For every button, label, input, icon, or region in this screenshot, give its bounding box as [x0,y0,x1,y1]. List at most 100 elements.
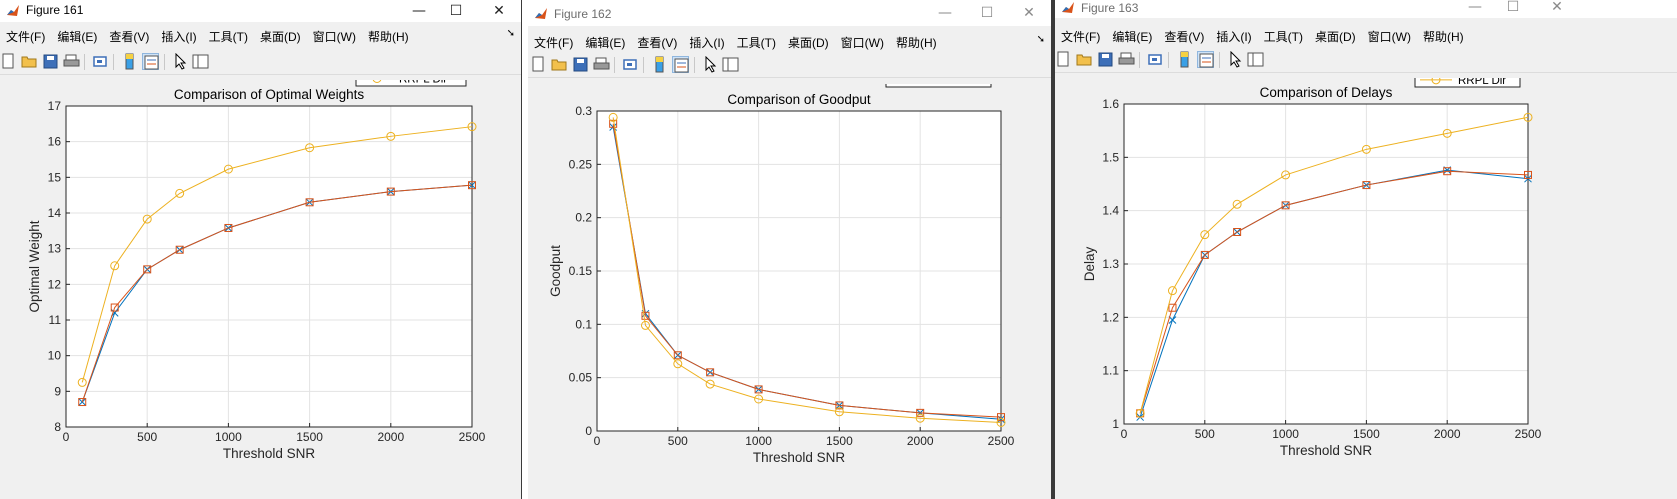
menu-view[interactable]: 查看(V) [109,30,150,44]
menu-file[interactable]: 文件(F) [534,36,574,50]
menu-tools[interactable]: 工具(T) [208,30,248,44]
link-plot-icon[interactable] [1147,51,1164,68]
select-pointer-icon[interactable] [1227,50,1244,68]
close-button[interactable]: ✕ [1023,5,1035,21]
legend-label: RRPL Dir [1458,78,1506,87]
data-point-sa-voronoi [1362,181,1371,190]
x-tick-label: 2000 [1434,427,1461,441]
menu-help[interactable]: 帮助(H) [895,36,937,50]
property-inspector-icon[interactable] [1247,51,1264,68]
title-bar[interactable]: Figure 162 — ☐ ✕ [528,0,1051,26]
menu-edit[interactable]: 编辑(E) [1112,30,1153,44]
minimize-button[interactable]: — [938,5,952,21]
x-tick-label: 1000 [1272,427,1299,441]
data-point-rrpl-dir [915,413,925,423]
menu-bar: 文件(F) 编辑(E) 查看(V) 插入(I) 工具(T) 桌面(D) 窗口(W) 帮助(H)… [0,26,521,46]
toolbar-separator [1168,52,1169,68]
close-button[interactable]: ✕ [493,3,505,19]
maximize-button[interactable]: ☐ [449,3,463,19]
menu-file[interactable]: 文件(F) [1061,30,1101,44]
print-icon[interactable] [1118,51,1135,68]
link-plot-icon[interactable] [622,56,639,73]
select-pointer-icon[interactable] [702,55,719,73]
colorbar-icon[interactable] [121,53,138,70]
new-figure-icon[interactable] [530,56,547,73]
y-tick-label: 8 [54,420,61,434]
menu-window[interactable]: 窗口(W) [312,30,356,44]
save-icon[interactable] [1097,51,1114,68]
title-bar[interactable]: Figure 161 — ☐ ✕ [0,0,521,22]
print-icon[interactable] [593,56,610,73]
legend-box [1414,78,1521,88]
data-point-sa-voronoi [224,223,233,232]
chart-delays: 0 500 1000 1500 2000 2500 1 1.1 1.2 1.3 1.4 1.5 1.6 C… [1082,78,1542,458]
toolbar-arrow-icon[interactable]: ➘ [1036,34,1045,45]
menu-insert[interactable]: 插入(I) [161,30,197,44]
y-tick-label: 1 [1112,417,1119,431]
menu-help[interactable]: 帮助(H) [367,30,409,44]
menu-desktop[interactable]: 桌面(D) [259,30,301,44]
x-tick-label: 0 [594,434,601,448]
new-figure-icon[interactable] [0,53,17,70]
data-point-rrpl-dir [77,377,87,387]
colorbar-icon[interactable] [1176,51,1193,68]
x-tick-label: 0 [63,430,70,444]
axes-box [65,105,473,428]
x-tick-label: 500 [668,434,688,448]
y-tick-label: 16 [48,135,62,149]
data-point-rrpl-dir [1523,112,1533,122]
y-tick-label: 0.05 [569,371,593,385]
menu-edit[interactable]: 编辑(E) [57,30,98,44]
window-title: Figure 162 [554,7,612,21]
menu-insert[interactable]: 插入(I) [689,36,725,50]
legend: VoronoiSA VoronoiRRPL Dir [355,80,467,87]
toolbar-separator [643,57,644,73]
print-icon[interactable] [63,53,80,70]
x-tick-label: 2500 [1515,427,1542,441]
close-button[interactable]: ✕ [1551,0,1563,15]
window-title: Figure 163 [1081,1,1139,15]
legend-icon[interactable] [142,53,159,70]
open-file-icon[interactable] [21,53,38,70]
minimize-button[interactable]: — [412,3,426,19]
colorbar-icon[interactable] [651,56,668,73]
new-figure-icon[interactable] [1055,51,1072,68]
property-inspector-icon[interactable] [722,56,739,73]
data-point-rrpl-dir [110,261,120,271]
menu-help[interactable]: 帮助(H) [1422,30,1464,44]
menu-insert[interactable]: 插入(I) [1216,30,1252,44]
save-icon[interactable] [572,56,589,73]
link-plot-icon[interactable] [92,53,109,70]
legend-icon[interactable] [1197,51,1214,68]
open-file-icon[interactable] [1076,51,1093,68]
legend: VoronoiSA VoronoiRRPL Dir [1414,78,1521,88]
y-tick-label: 0.3 [575,104,592,118]
menu-file[interactable]: 文件(F) [6,30,46,44]
data-point-voronoi [468,181,476,190]
toolbar-arrow-icon[interactable]: ➘ [506,28,515,39]
maximize-button[interactable]: ☐ [1506,0,1520,15]
menu-window[interactable]: 窗口(W) [840,36,884,50]
open-file-icon[interactable] [551,56,568,73]
menu-view[interactable]: 查看(V) [1164,30,1205,44]
y-tick-label: 11 [49,313,62,327]
menu-tools[interactable]: 工具(T) [1263,30,1303,44]
property-inspector-icon[interactable] [192,53,209,70]
menu-window[interactable]: 窗口(W) [1367,30,1411,44]
save-icon[interactable] [42,53,59,70]
x-tick-label: 500 [137,430,157,444]
data-point-sa-voronoi [641,311,650,320]
menu-desktop[interactable]: 桌面(D) [1314,30,1356,44]
menu-view[interactable]: 查看(V) [637,36,678,50]
menu-tools[interactable]: 工具(T) [736,36,776,50]
menu-edit[interactable]: 编辑(E) [585,36,626,50]
title-bar[interactable]: Figure 163 — ☐ ✕ [1055,0,1677,18]
select-pointer-icon[interactable] [172,52,189,70]
minimize-button[interactable]: — [1468,0,1482,15]
menu-desktop[interactable]: 桌面(D) [787,36,829,50]
legend-box [885,84,992,88]
toolbar [528,53,1051,78]
data-point-voronoi [1168,316,1177,324]
maximize-button[interactable]: ☐ [980,5,994,21]
legend-icon[interactable] [672,56,689,73]
